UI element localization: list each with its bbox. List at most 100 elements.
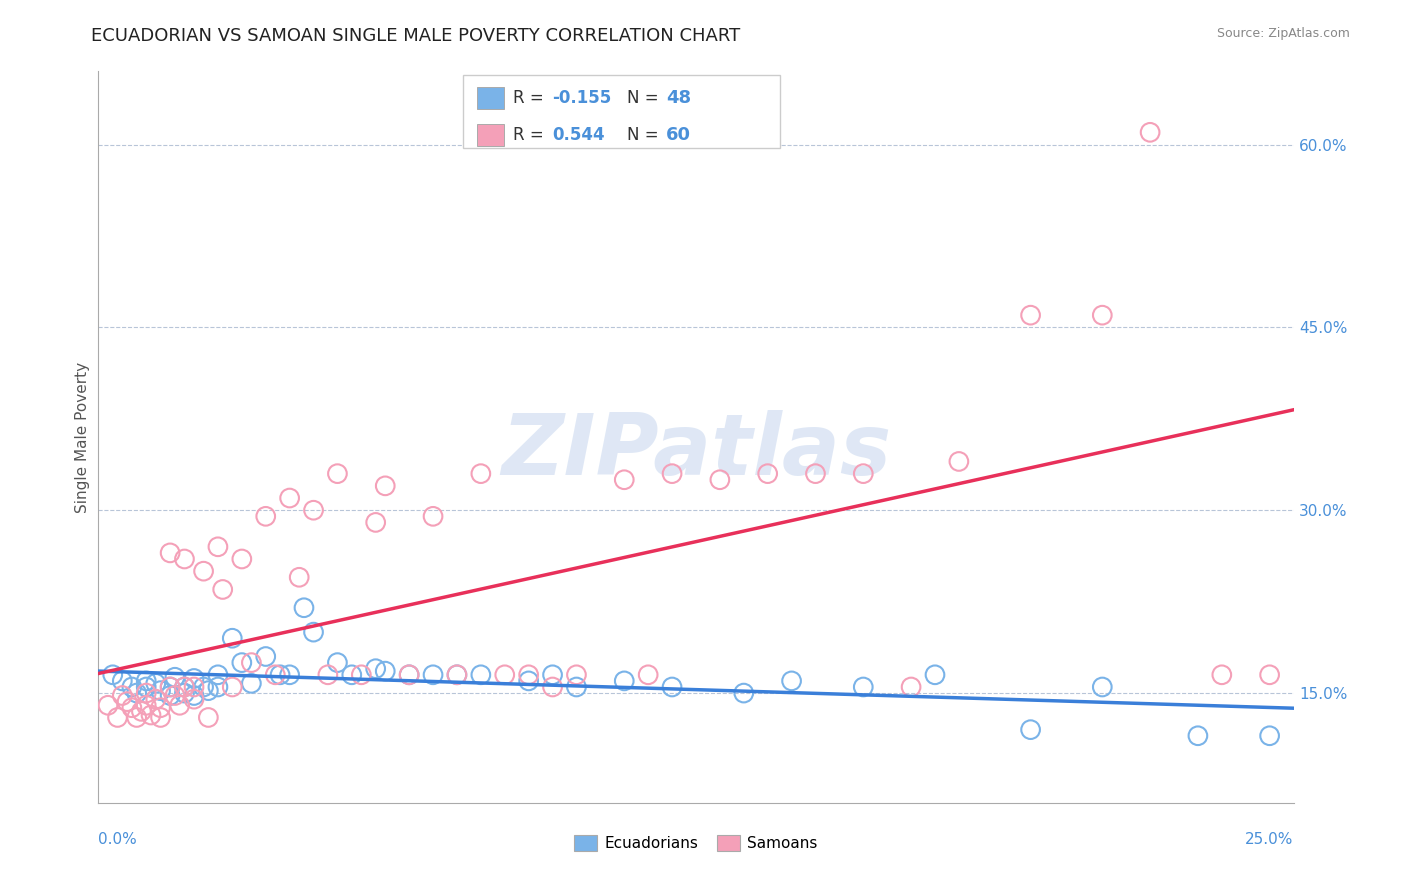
Point [211,582,233,597]
Text: N =: N = [627,126,664,144]
Point [1019,308,1042,322]
Y-axis label: Single Male Poverty: Single Male Poverty [75,361,90,513]
Point [254,509,277,524]
Point [163,689,186,703]
Point [804,467,827,481]
Point [661,680,683,694]
Point [131,705,153,719]
Point [193,564,215,578]
Point [1139,125,1161,139]
Point [709,473,731,487]
Point [900,680,922,694]
Text: Source: ZipAtlas.com: Source: ZipAtlas.com [1216,27,1350,40]
Point [733,686,755,700]
Point [374,479,396,493]
Point [1258,667,1281,682]
Point [924,667,946,682]
Point [135,686,157,700]
Point [159,546,181,560]
Point [121,680,143,694]
Point [169,698,191,713]
Point [111,673,134,688]
Point [292,600,315,615]
Point [613,673,636,688]
Point [193,680,215,694]
Point [1211,667,1233,682]
Point [173,680,195,694]
Point [288,570,311,584]
Point [111,689,134,703]
Point [183,689,205,703]
Text: 60: 60 [666,126,692,144]
Text: -0.155: -0.155 [553,89,612,107]
Point [149,683,172,698]
Text: R =: R = [513,89,550,107]
Point [163,670,186,684]
Point [231,552,253,566]
Point [852,680,875,694]
Point [374,664,396,678]
Point [852,467,875,481]
Point [207,540,229,554]
Legend: Ecuadorians, Samoans: Ecuadorians, Samoans [568,829,824,857]
Point [159,680,181,694]
Point [302,503,325,517]
Point [240,676,263,690]
Point [780,673,803,688]
Point [661,467,683,481]
Point [470,667,492,682]
FancyBboxPatch shape [477,87,503,110]
Point [125,686,148,700]
Point [264,667,287,682]
FancyBboxPatch shape [463,75,780,148]
Point [159,680,181,694]
Point [135,680,157,694]
Point [197,683,219,698]
Point [541,680,564,694]
Point [756,467,779,481]
Point [316,667,339,682]
Point [135,673,157,688]
Point [145,692,167,706]
Point [278,491,301,505]
Point [159,689,181,703]
Point [517,667,540,682]
Point [149,700,172,714]
Point [107,710,129,724]
Point [541,667,564,682]
Point [101,667,124,682]
Point [183,672,205,686]
Point [422,509,444,524]
Text: 48: 48 [666,89,692,107]
Point [173,680,195,694]
Point [470,467,492,481]
Point [125,710,148,724]
Text: ECUADORIAN VS SAMOAN SINGLE MALE POVERTY CORRELATION CHART: ECUADORIAN VS SAMOAN SINGLE MALE POVERTY… [91,27,741,45]
Point [565,667,588,682]
Point [231,656,253,670]
Point [446,667,468,682]
Point [207,667,229,682]
Text: ZIPatlas: ZIPatlas [501,410,891,493]
Point [1091,680,1114,694]
Point [1091,308,1114,322]
Point [145,676,167,690]
Point [183,680,205,694]
Point [302,625,325,640]
Point [1019,723,1042,737]
Point [326,656,349,670]
Point [1258,729,1281,743]
Point [517,673,540,688]
Point [97,698,120,713]
Point [207,680,229,694]
Point [340,667,363,682]
Point [422,667,444,682]
Point [135,698,157,713]
Point [398,667,420,682]
Text: 25.0%: 25.0% [1246,832,1294,847]
Point [139,708,162,723]
Point [254,649,277,664]
Point [446,667,468,682]
Point [183,692,205,706]
Point [565,680,588,694]
